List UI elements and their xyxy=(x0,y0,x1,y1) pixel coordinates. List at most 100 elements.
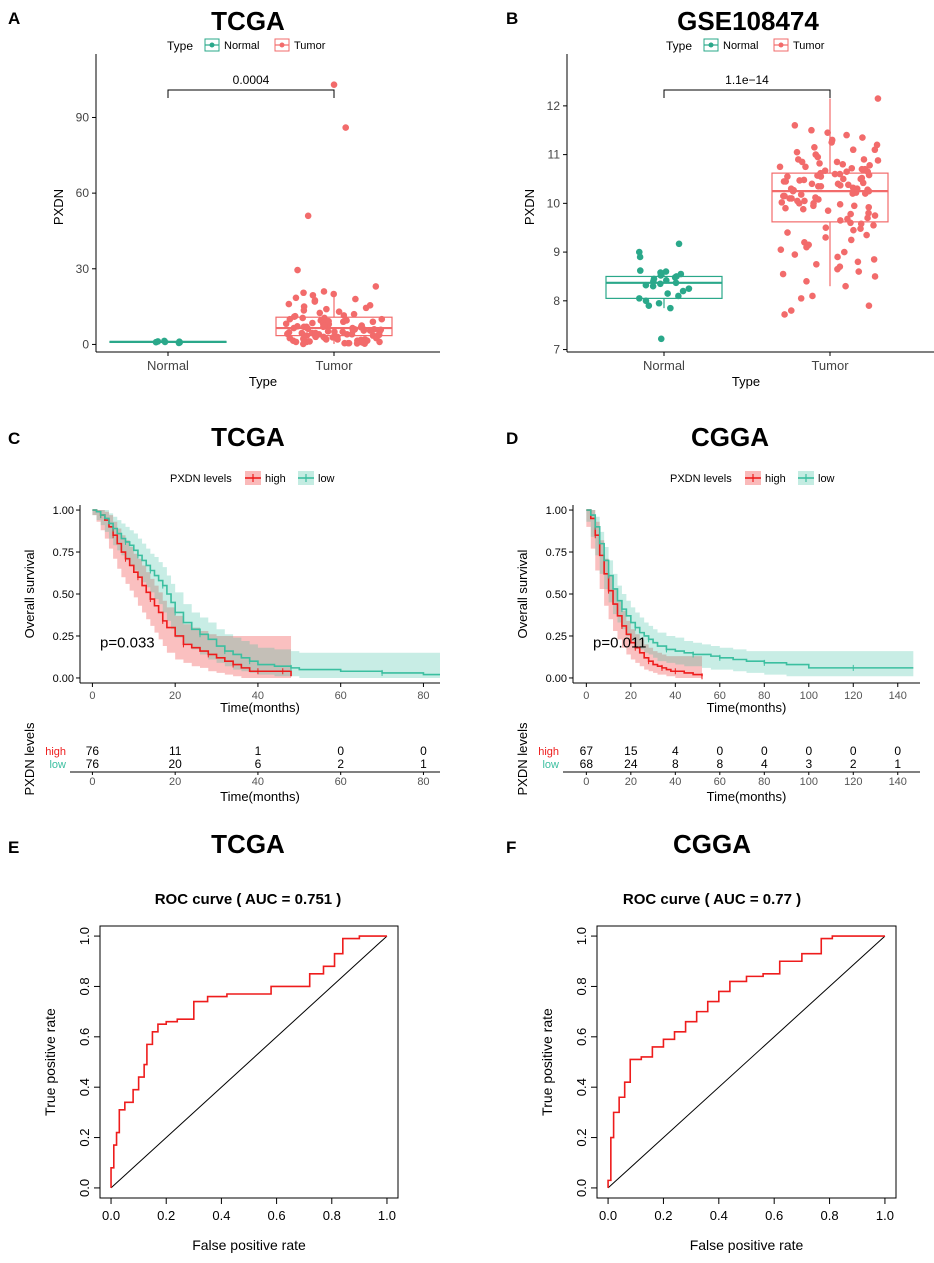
y-tick-label: 12 xyxy=(547,99,561,113)
y-tick-label: 9 xyxy=(553,245,560,259)
data-point xyxy=(850,226,857,234)
data-point xyxy=(657,335,665,343)
data-point xyxy=(636,253,644,261)
data-point xyxy=(837,217,844,224)
risk-count: 0 xyxy=(337,744,344,758)
data-point xyxy=(871,146,879,154)
data-point xyxy=(662,268,670,275)
data-point xyxy=(375,331,383,339)
risk-count: 8 xyxy=(672,757,679,771)
y-tick-label: 0.75 xyxy=(546,547,567,559)
data-point xyxy=(299,340,307,348)
data-point xyxy=(291,312,299,320)
x-tick-label: 0.4 xyxy=(710,1208,728,1223)
data-point xyxy=(811,143,818,151)
legend-key-normal: Normal xyxy=(703,38,758,52)
data-point xyxy=(816,160,823,167)
legend-label: low xyxy=(318,473,335,485)
data-point xyxy=(350,310,358,318)
data-point xyxy=(780,178,788,185)
data-point xyxy=(865,302,873,309)
data-point xyxy=(645,302,653,309)
x-tick-label: 40 xyxy=(669,690,681,702)
x-tick-label: Tumor xyxy=(811,358,849,373)
data-point xyxy=(292,294,300,302)
confidence-band-low xyxy=(586,510,914,677)
data-point xyxy=(857,220,865,228)
data-point xyxy=(781,311,788,318)
x-axis-label: False positive rate xyxy=(690,1237,804,1253)
data-point xyxy=(340,318,347,326)
y-tick-label: 10 xyxy=(547,196,561,210)
data-point xyxy=(828,139,835,146)
data-point xyxy=(780,192,787,200)
data-point xyxy=(845,181,852,189)
data-point xyxy=(369,318,377,326)
data-point xyxy=(841,248,848,256)
x-tick-label: 80 xyxy=(758,690,770,702)
legend-label: Normal xyxy=(224,40,259,52)
chart-title: TCGA xyxy=(211,829,285,859)
x-axis-label: Type xyxy=(249,374,277,389)
data-point xyxy=(842,282,849,290)
x-tick-label: 0.2 xyxy=(157,1208,175,1223)
data-point xyxy=(677,270,685,278)
panel-F: F CGGA ROC curve ( AUC = 0.77 ) 0.0 0.2 0.4 0.… xyxy=(506,829,897,1253)
panel-A: A TCGA Type Normal Tumor 0 30 60 90 PXDN Normal Tum… xyxy=(8,6,440,389)
risk-count: 15 xyxy=(624,744,638,758)
data-point xyxy=(833,158,841,166)
data-point xyxy=(834,265,841,273)
data-point xyxy=(809,292,816,300)
survival-curve-high xyxy=(586,509,703,677)
risk-count: 0 xyxy=(894,744,901,758)
x-tick-label: 0.8 xyxy=(323,1208,341,1223)
plot-frame xyxy=(99,925,399,1199)
x-tick-label: 120 xyxy=(844,690,862,702)
risk-count: 4 xyxy=(672,744,679,758)
data-point xyxy=(802,163,809,171)
risk-table-x-label: Time(months) xyxy=(220,789,300,804)
risk-table-tick-label: 40 xyxy=(252,776,264,788)
panel-label: E xyxy=(8,838,19,857)
data-point xyxy=(358,339,366,346)
risk-table-tick-label: 0 xyxy=(583,776,589,788)
data-point xyxy=(836,201,844,208)
legend-title: PXDN levels xyxy=(670,473,732,485)
risk-table-title: PXDN levels xyxy=(22,722,37,795)
y-tick-label: 0.6 xyxy=(77,1028,92,1046)
data-point xyxy=(836,170,844,178)
risk-count: 2 xyxy=(850,757,857,771)
data-point xyxy=(815,196,822,203)
data-point xyxy=(814,153,822,161)
roc-curve xyxy=(110,935,387,1188)
risk-table-tick-label: 40 xyxy=(669,776,681,788)
risk-count: 1 xyxy=(255,744,262,758)
y-tick-label: 0.6 xyxy=(574,1028,589,1046)
y-tick-label: 0.4 xyxy=(77,1078,92,1096)
legend-key-tumor: Tumor xyxy=(274,38,326,52)
legend-label: low xyxy=(818,473,835,485)
data-point xyxy=(176,338,183,345)
x-axis-label: False positive rate xyxy=(192,1237,306,1253)
data-point xyxy=(847,236,855,244)
data-point xyxy=(859,179,867,187)
data-point xyxy=(329,334,337,341)
data-point xyxy=(348,331,356,338)
x-tick-label: 1.0 xyxy=(378,1208,396,1223)
data-point xyxy=(864,214,871,222)
data-point xyxy=(874,157,882,164)
data-point xyxy=(366,327,374,334)
data-point xyxy=(304,325,312,333)
y-axis-label: True positive rate xyxy=(539,1008,555,1116)
data-point xyxy=(779,270,787,278)
data-point xyxy=(831,170,839,178)
data-point xyxy=(796,177,803,184)
data-point xyxy=(844,215,851,223)
legend-swatch-dot xyxy=(708,42,714,48)
p-value-label: 0.0004 xyxy=(233,73,270,87)
data-point xyxy=(784,229,791,236)
data-point xyxy=(672,279,680,287)
legend-label: Normal xyxy=(723,40,758,52)
